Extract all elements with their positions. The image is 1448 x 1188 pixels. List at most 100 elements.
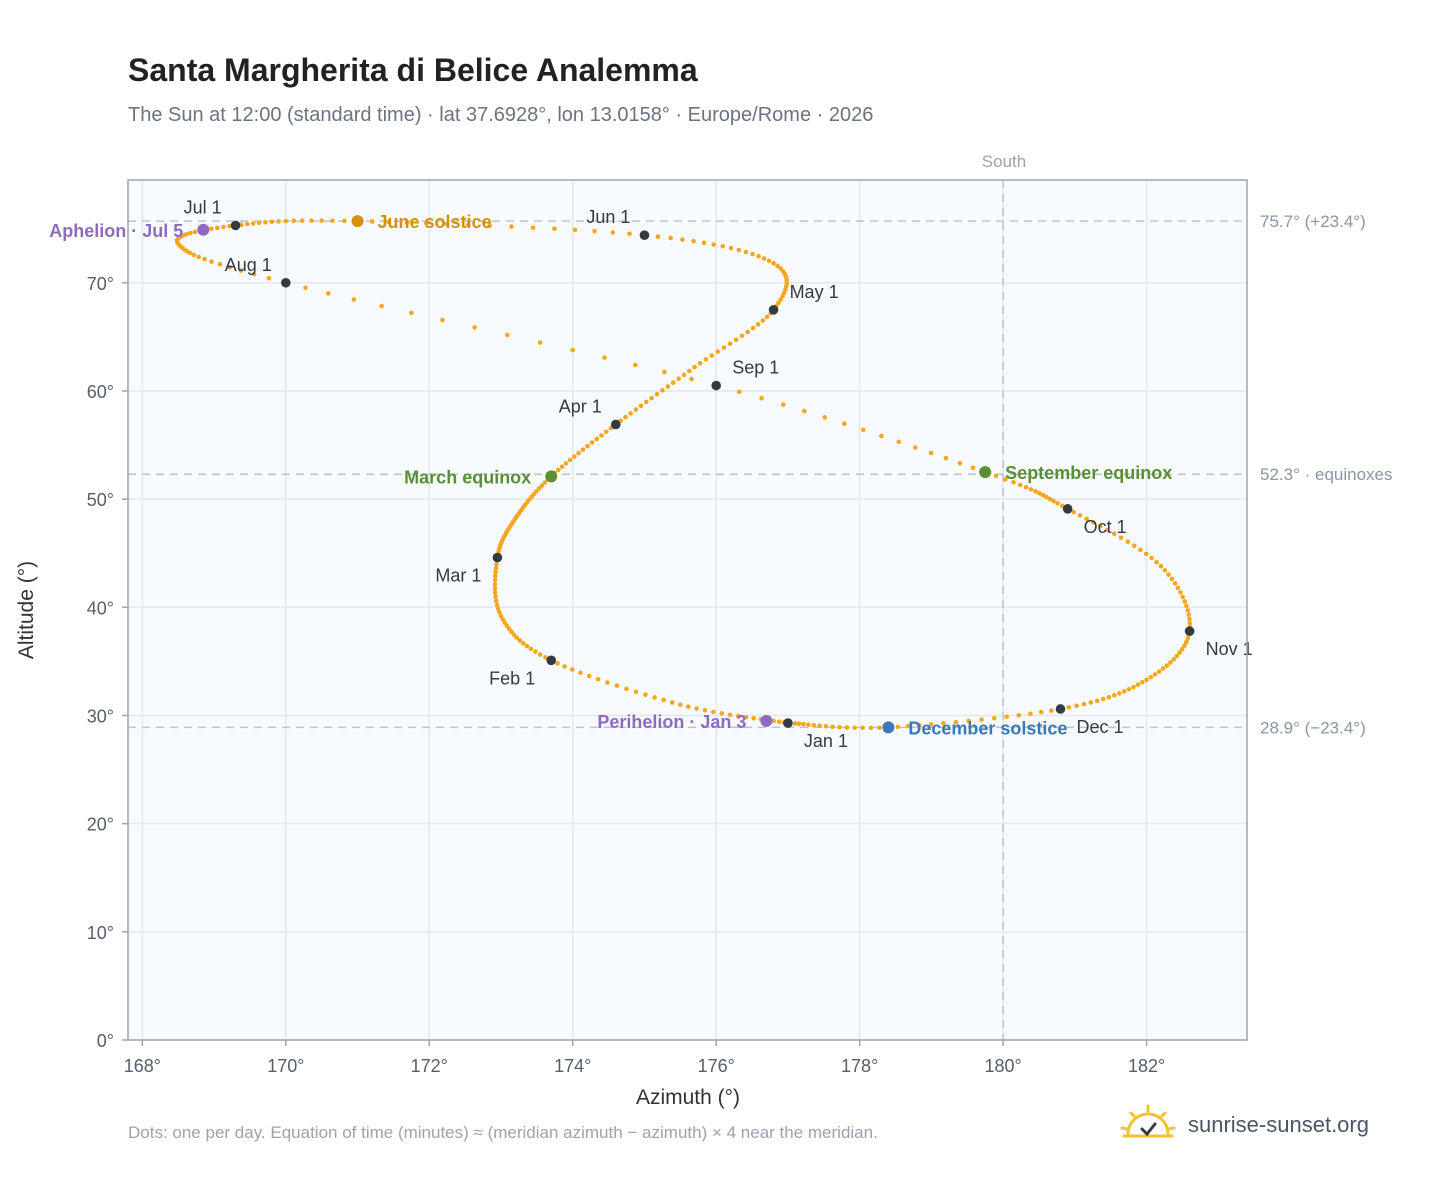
daily-dot (1106, 694, 1112, 700)
daily-dot (735, 713, 741, 719)
daily-dot (594, 436, 600, 442)
daily-dot (1168, 660, 1173, 665)
daily-dot (750, 251, 755, 257)
daily-dot (792, 721, 798, 726)
daily-dot (291, 218, 297, 224)
daily-dot (1077, 513, 1083, 518)
daily-dot (492, 586, 498, 591)
daily-dot (1003, 477, 1008, 482)
daily-dot (687, 368, 692, 374)
daily-dot (750, 325, 756, 331)
plot-frame (127, 179, 1248, 1041)
brand[interactable]: sunrise-sunset.org (1120, 1100, 1369, 1150)
daily-dot (256, 220, 262, 226)
y-tick-label: 30° (87, 706, 114, 726)
y-tick-label: 40° (87, 598, 114, 618)
analemma-curve (174, 218, 1193, 731)
y-tick-label: 10° (87, 923, 114, 943)
daily-dot (539, 483, 545, 488)
daily-dot (533, 649, 538, 654)
daily-dot (325, 291, 331, 296)
daily-dot (1055, 501, 1060, 506)
daily-dot (492, 573, 498, 579)
x-tick-label: 180° (984, 1056, 1021, 1076)
daily-dot (844, 725, 850, 730)
daily-dot (776, 719, 782, 725)
chart-subtitle: The Sun at 12:00 (standard time) · lat 3… (128, 104, 874, 126)
daily-dot (670, 380, 676, 385)
event-marker (882, 721, 895, 734)
daily-dot (761, 256, 767, 261)
daily-dot (1158, 563, 1164, 569)
daily-dot (719, 711, 725, 716)
daily-dot (1104, 527, 1110, 533)
daily-dot (444, 221, 450, 227)
daily-dot (655, 234, 661, 239)
month-marker-label: Feb 1 (489, 668, 535, 688)
daily-dot (1121, 689, 1127, 694)
daily-dot (694, 706, 699, 711)
daily-dot (494, 602, 500, 608)
daily-dot (283, 218, 289, 224)
daily-dot (928, 450, 934, 456)
daily-dot (823, 723, 829, 729)
daily-dot (330, 218, 335, 223)
daily-dot (801, 721, 806, 727)
daily-dot (1182, 643, 1187, 649)
daily-dot (913, 445, 918, 450)
daily-dot (711, 242, 716, 247)
daily-dot (1148, 674, 1154, 680)
daily-dot (514, 635, 520, 640)
daily-dot (941, 721, 946, 726)
daily-dot (1084, 516, 1089, 522)
daily-dot (1179, 646, 1185, 652)
month-marker (783, 718, 793, 728)
daily-dot (966, 718, 971, 724)
daily-dot (1071, 509, 1077, 515)
daily-dot (703, 357, 709, 362)
daily-dot (342, 218, 347, 224)
meridian-label: South (982, 152, 1026, 171)
daily-dot (1049, 708, 1054, 713)
daily-dot (1111, 693, 1117, 698)
daily-dot (1187, 620, 1193, 626)
daily-dot (440, 317, 445, 323)
daily-dot (1156, 669, 1162, 674)
daily-dot (404, 220, 410, 225)
daily-dot (517, 638, 523, 643)
event-marker (760, 714, 773, 727)
daily-dot (817, 723, 822, 728)
daily-dot (605, 680, 610, 685)
daily-dot (187, 250, 193, 256)
daily-dot (701, 240, 707, 246)
daily-dot (351, 297, 357, 302)
daily-dot (681, 372, 687, 378)
daily-dot (689, 376, 694, 382)
event-label: June solstice (378, 212, 492, 232)
month-marker (1184, 626, 1195, 636)
daily-dot (1047, 496, 1053, 502)
daily-dot (266, 275, 272, 281)
daily-dot (602, 355, 607, 360)
daily-dot (1186, 612, 1192, 618)
daily-dot (263, 219, 268, 225)
daily-dot (571, 454, 577, 459)
daily-dot (276, 219, 281, 224)
daily-dot (1111, 531, 1117, 537)
daily-dot (1004, 714, 1010, 720)
daily-dot (492, 577, 498, 583)
daily-dot (599, 433, 604, 438)
daily-dot (991, 715, 997, 721)
daily-dot (1088, 700, 1094, 705)
daily-dot (660, 388, 665, 393)
daily-dot (993, 473, 999, 479)
daily-dot (369, 219, 375, 224)
daily-dot (624, 686, 629, 692)
daily-dot (702, 707, 708, 713)
daily-dot (654, 391, 660, 397)
daily-dot (524, 643, 530, 649)
daily-dot (592, 228, 597, 234)
daily-dot (1011, 479, 1016, 485)
daily-dot (1184, 603, 1189, 609)
daily-dot (755, 322, 761, 327)
